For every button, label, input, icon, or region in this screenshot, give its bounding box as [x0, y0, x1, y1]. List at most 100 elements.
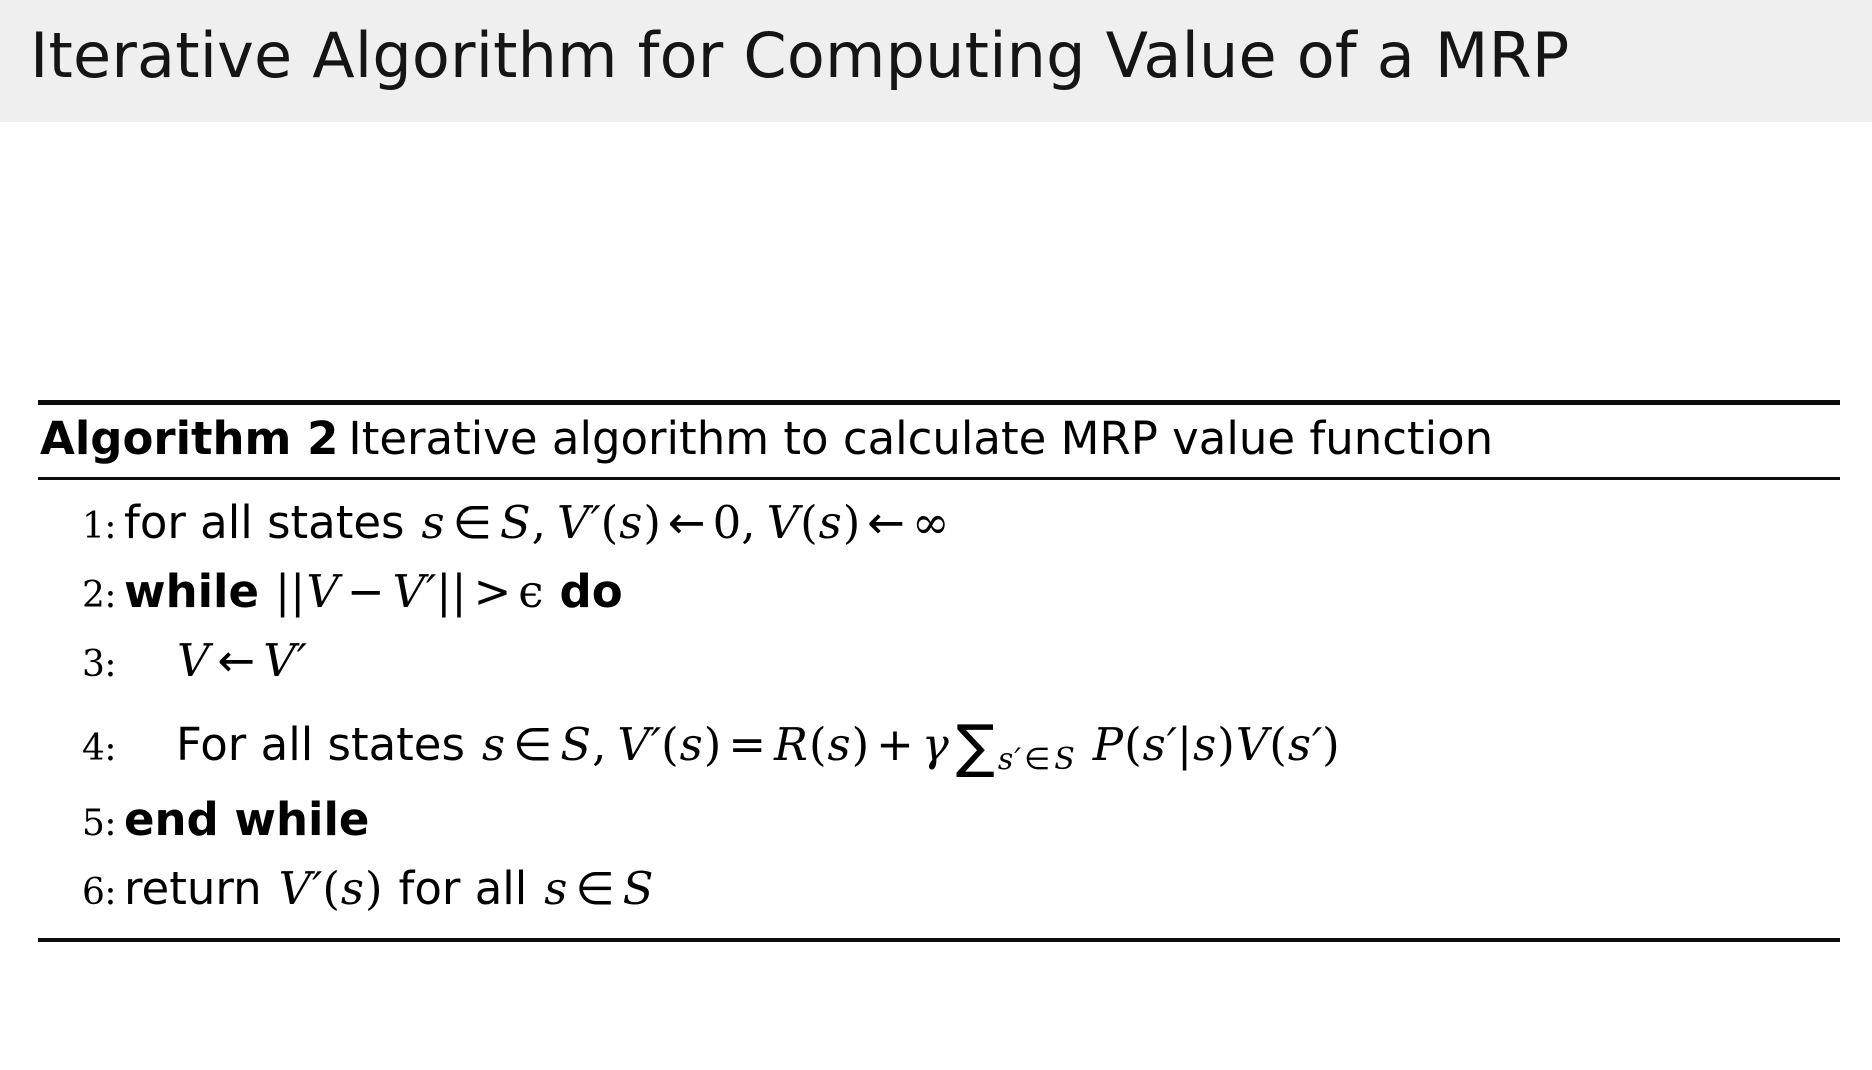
rparen: )	[1322, 717, 1340, 771]
lparen: (	[800, 495, 818, 549]
comma: ,	[741, 495, 756, 549]
line-number: 4:	[81, 727, 117, 769]
keyword-for-all-states: For all states	[176, 717, 465, 771]
algorithm-caption-text: Iterative algorithm to calculate MRP val…	[348, 412, 1494, 465]
line-number: 2:	[81, 575, 117, 617]
greater-than-operator: >	[473, 565, 512, 619]
var-V: V	[617, 717, 650, 771]
algorithm-caption-label: Algorithm 2	[40, 412, 339, 465]
keyword-for-all-states: for all states	[124, 495, 405, 549]
var-s: s	[421, 495, 445, 549]
var-s: s	[544, 862, 568, 916]
keyword-while: while	[124, 565, 259, 619]
keyword-return: return	[124, 862, 262, 916]
var-s: s	[481, 717, 506, 771]
var-s: s	[1193, 717, 1217, 771]
var-V: V	[177, 634, 210, 688]
var-V: V	[278, 862, 312, 916]
keyword-do: do	[559, 565, 623, 619]
var-s: s	[619, 495, 643, 549]
var-s: s	[340, 862, 364, 916]
prime-mark: ′	[1311, 717, 1323, 771]
equals-operator: =	[728, 717, 767, 771]
comma: ,	[531, 495, 546, 549]
var-V: V	[306, 565, 339, 619]
algorithm-bottom-rule	[38, 937, 1840, 942]
line-content: For all states s ∈ S, V′(s) = R(s) + γ ∑ s′ ∈ S P(s′|…	[124, 696, 1840, 785]
line-number: 3:	[81, 644, 117, 686]
line-content: return V′(s) for all s ∈ S	[124, 854, 1840, 923]
left-arrow-icon: ←	[867, 495, 905, 549]
var-V: V	[1235, 717, 1269, 771]
rparen: )	[1217, 717, 1235, 771]
rparen: )	[851, 717, 870, 771]
prime-mark: ′	[1166, 717, 1177, 771]
rparen: )	[703, 717, 722, 771]
rparen: )	[643, 495, 661, 549]
minus-operator: −	[346, 565, 385, 619]
var-s: s	[827, 717, 851, 771]
lparen: (	[600, 495, 619, 549]
keyword-for-all: for all	[398, 862, 528, 916]
line-number: 5:	[81, 802, 117, 844]
page-title: Iterative Algorithm for Computing Value …	[30, 19, 1570, 92]
line-content: V ← V′	[124, 626, 1840, 695]
algorithm-block: Algorithm 2 Iterative algorithm to calcul…	[38, 400, 1840, 942]
var-S: S	[560, 717, 592, 771]
var-V: V	[556, 495, 590, 549]
epsilon-symbol: ϵ	[518, 565, 544, 619]
summation-subscript: s′ ∈ S	[997, 742, 1076, 777]
lparen: (	[661, 717, 679, 771]
var-S: S	[1054, 742, 1075, 778]
var-S: S	[499, 495, 531, 549]
keyword-end-while: end while	[124, 792, 370, 846]
algorithm-line: 2: while ||V − V′|| > ϵ do	[38, 557, 1840, 626]
prime-mark: ′	[312, 862, 323, 916]
algorithm-line: 3: V ← V′	[38, 626, 1840, 695]
lparen: (	[808, 717, 827, 771]
line-content: for all states s ∈ S, V′(s) ← 0, V(s) ← ∞	[124, 488, 1840, 557]
lparen: (	[1269, 717, 1287, 771]
plus-operator: +	[876, 717, 914, 771]
algorithm-caption-rule	[38, 476, 1840, 480]
var-s: s	[1142, 717, 1166, 771]
prime-mark: ′	[1014, 742, 1022, 778]
var-s: s	[818, 495, 842, 549]
prime-mark: ′	[650, 717, 662, 771]
vertical-bar: |	[1176, 717, 1193, 771]
number-zero: 0	[712, 495, 742, 549]
var-V: V	[766, 495, 800, 549]
var-V: V	[263, 634, 296, 688]
member-of-icon: ∈	[513, 717, 553, 771]
var-P: P	[1092, 717, 1124, 771]
prime-mark: ′	[426, 565, 437, 619]
rparen: )	[842, 495, 861, 549]
var-s: s	[997, 742, 1014, 778]
prime-mark: ′	[590, 495, 601, 549]
summation-icon: ∑	[955, 711, 995, 780]
line-content: end while	[124, 785, 1840, 854]
left-arrow-icon: ←	[667, 495, 706, 549]
infinity-icon: ∞	[912, 495, 950, 549]
rparen: )	[364, 862, 383, 916]
left-arrow-icon: ←	[217, 634, 256, 688]
var-s: s	[679, 717, 703, 771]
lparen: (	[1124, 717, 1142, 771]
var-S: S	[622, 862, 654, 916]
member-of-icon: ∈	[1024, 742, 1051, 778]
algorithm-lines: 1: for all states s ∈ S, V′(s) ← 0, V(s) ← ∞ 2: w…	[38, 480, 1840, 938]
algorithm-top-rule	[38, 400, 1840, 405]
prime-mark: ′	[296, 634, 307, 688]
member-of-icon: ∈	[452, 495, 492, 549]
double-bar: ||	[436, 565, 467, 619]
algorithm-caption: Algorithm 2 Iterative algorithm to calcul…	[38, 405, 1840, 477]
var-V: V	[392, 565, 426, 619]
algorithm-line: 4: For all states s ∈ S, V′(s) = R(s) + γ ∑ s′ ∈ S P(…	[38, 696, 1840, 785]
line-number: 6:	[81, 872, 117, 914]
algorithm-line: 6: return V′(s) for all s ∈ S	[38, 854, 1840, 923]
line-content: while ||V − V′|| > ϵ do	[124, 557, 1840, 626]
line-number: 1:	[81, 505, 117, 547]
lparen: (	[322, 862, 340, 916]
var-R: R	[774, 717, 808, 771]
double-bar: ||	[274, 565, 306, 619]
